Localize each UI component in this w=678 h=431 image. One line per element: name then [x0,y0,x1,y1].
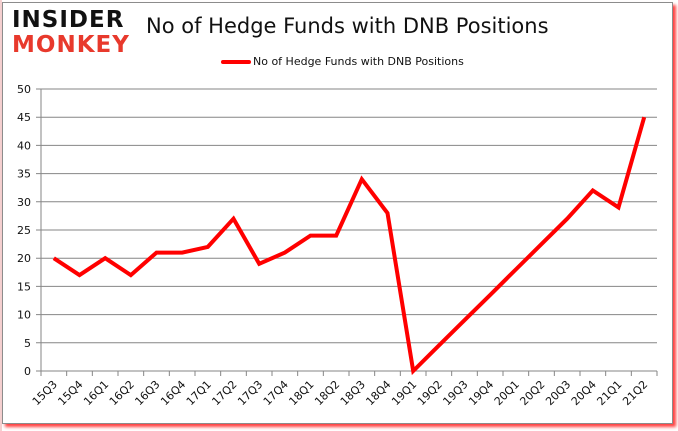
x-tick-label: 18Q3 [338,378,368,408]
x-tick-label: 20Q2 [517,378,547,408]
x-tick-label: 17Q4 [261,378,291,408]
x-axis: 15Q315Q416Q116Q216Q316Q417Q117Q217Q317Q4… [30,370,658,408]
y-tick-label: 30 [17,196,31,209]
x-tick-label: 19Q4 [466,378,496,408]
chart-frame [2,2,673,424]
frame-edge [0,0,2,431]
x-tick-label: 19Q2 [415,378,445,408]
legend-swatch [221,59,251,64]
x-tick-label: 16Q2 [107,378,137,408]
logo-line-2: MONKEY [12,32,130,58]
gridlines [36,88,657,344]
x-tick-label: 20Q4 [569,378,599,408]
y-axis: 0 5 10 15 20 25 30 35 40 45 50 [17,83,42,378]
x-tick-label: 17Q3 [235,378,265,408]
x-tick-label: 18Q2 [312,378,342,408]
y-tick-label: 45 [17,111,31,124]
y-tick-label: 25 [17,224,31,237]
y-tick-label: 40 [17,139,31,152]
x-tick-label: 15Q3 [30,378,60,408]
legend: No of Hedge Funds with DNB Positions [221,55,464,68]
x-tick-label: 19Q3 [440,378,470,408]
legend-label: No of Hedge Funds with DNB Positions [253,55,464,68]
x-tick-label: 15Q4 [55,378,85,408]
x-tick-label: 20Q3 [543,378,573,408]
insider-monkey-logo: INSIDER MONKEY [12,9,130,57]
y-tick-label: 15 [17,280,31,293]
x-tick-label: 19Q1 [389,378,419,408]
x-tick-label: 18Q1 [286,378,316,408]
y-tick-label: 0 [24,365,31,378]
x-tick-label: 20Q1 [492,378,522,408]
y-tick-label: 35 [17,168,31,181]
x-tick-label: 17Q2 [209,378,239,408]
x-tick-label: 18Q4 [363,378,393,408]
x-tick-label: 17Q1 [184,378,214,408]
y-tick-label: 10 [17,309,31,322]
y-tick-label: 5 [24,337,31,350]
series-line [52,116,647,376]
x-tick-label: 16Q3 [132,378,162,408]
x-tick-label: 21Q2 [620,378,650,408]
x-tick-label: 16Q4 [158,378,188,408]
x-tick-label: 16Q1 [81,378,111,408]
x-tick-label: 21Q1 [594,378,624,408]
chart-title: No of Hedge Funds with DNB Positions [146,14,549,38]
y-tick-label: 50 [17,83,31,96]
logo-line-1: INSIDER [12,7,125,33]
y-tick-label: 20 [17,252,31,265]
